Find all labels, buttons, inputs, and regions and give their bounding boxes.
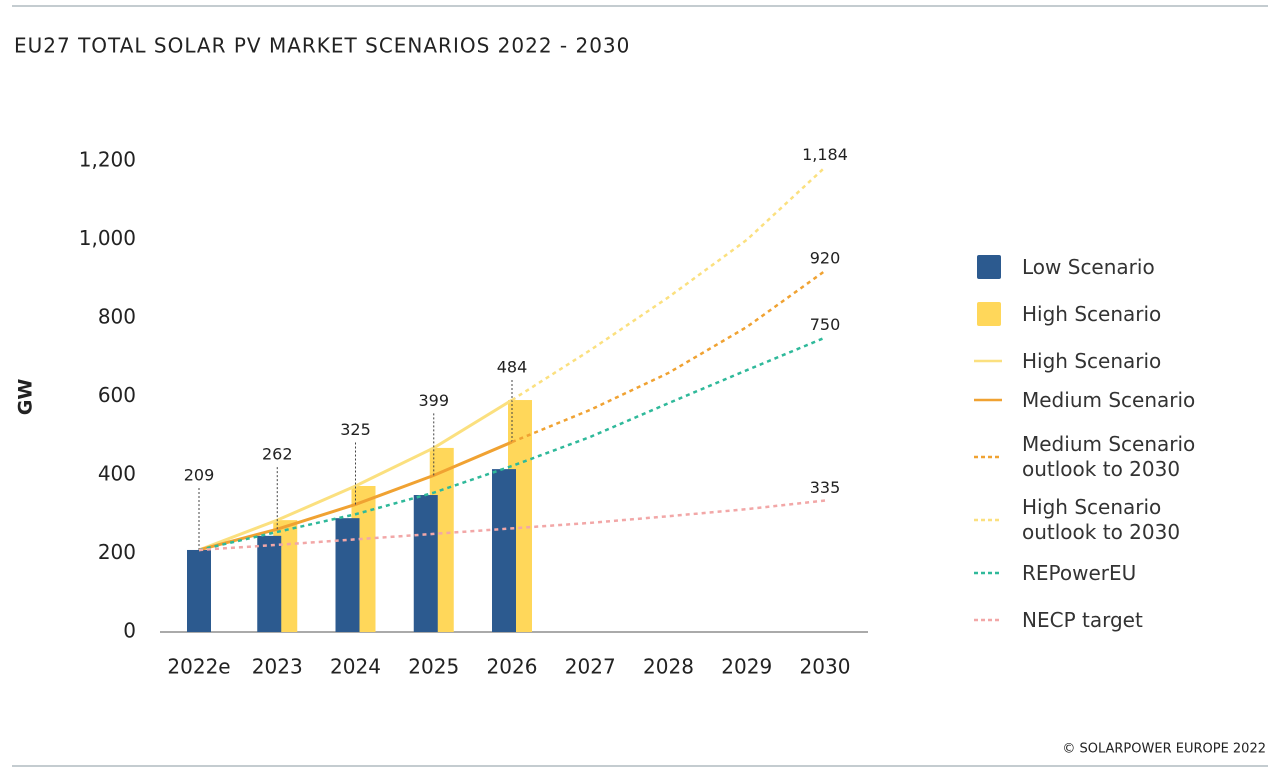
legend-label: NECP target: [1022, 607, 1143, 632]
legend-marker: [974, 359, 1002, 363]
line: [198, 336, 826, 552]
x-tick-label: 2024: [330, 655, 381, 679]
legend-item: Medium Scenario outlook to 2030: [972, 432, 1212, 482]
legend-marker: [977, 302, 1001, 326]
line: [198, 398, 513, 552]
legend-label: High Scenario: [1022, 348, 1162, 373]
bar: [492, 469, 516, 632]
legend-marker: [974, 398, 1002, 402]
legend-marker: [974, 618, 1002, 622]
value-label: 750: [810, 315, 841, 334]
legend-marker: [974, 571, 1002, 575]
bar: [257, 535, 282, 632]
line: [511, 166, 826, 402]
line: [511, 269, 826, 444]
x-tick-label: 2025: [408, 655, 459, 679]
legend-label: Low Scenario: [1022, 254, 1155, 279]
legend-label: Medium Scenario outlook to 2030: [1022, 432, 1196, 481]
chart-title: EU27 TOTAL SOLAR PV MARKET SCENARIOS 202…: [14, 34, 630, 58]
y-tick-label: 800: [98, 305, 136, 329]
x-tick-label: 2023: [252, 655, 303, 679]
legend-label: REPowerEU: [1022, 560, 1137, 585]
legend-swatch: [977, 302, 1001, 326]
y-axis-label: GW: [15, 379, 37, 416]
value-label: 209: [184, 465, 215, 484]
legend-label: High Scenario outlook to 2030: [1022, 495, 1181, 544]
x-tick-label: 2030: [800, 655, 851, 679]
y-tick-label: 200: [98, 540, 136, 564]
bar: [335, 518, 360, 632]
x-tick-label: 2026: [487, 655, 538, 679]
legend-item: Low Scenario: [972, 254, 1212, 280]
legend-item: NECP target: [972, 607, 1212, 633]
legend-marker: [977, 255, 1001, 279]
legend: Low Scenario High Scenario High Scenario Me…: [972, 0, 1272, 700]
value-label: 335: [810, 478, 841, 497]
legend-marker: [974, 518, 1002, 522]
line: [198, 499, 826, 552]
x-tick-label: 2028: [643, 655, 694, 679]
value-label: 1,184: [802, 145, 848, 164]
bar: [413, 495, 438, 632]
legend-item: High Scenario: [972, 348, 1212, 374]
legend-item: High Scenario: [972, 301, 1212, 327]
legend-swatch: [977, 255, 1001, 279]
y-tick-label: 0: [123, 619, 136, 643]
y-tick-label: 600: [98, 383, 136, 407]
legend-item: REPowerEU: [972, 560, 1212, 586]
x-tick-label: 2029: [721, 655, 772, 679]
legend-item: High Scenario outlook to 2030: [972, 495, 1212, 545]
y-tick-label: 1,200: [79, 148, 136, 172]
legend-item: Medium Scenario: [972, 387, 1212, 413]
value-label: 484: [497, 358, 528, 377]
x-tick-label: 2027: [565, 655, 616, 679]
y-tick-label: 400: [98, 462, 136, 486]
value-label: 399: [418, 391, 449, 410]
legend-marker: [974, 455, 1002, 459]
line: [198, 440, 513, 552]
value-label: 920: [810, 248, 841, 267]
bar: [187, 549, 211, 632]
source: © SOLARPOWER EUROPE 2022: [1062, 742, 1266, 757]
x-tick-label: 2022e: [167, 655, 230, 679]
value-label: 262: [262, 445, 293, 464]
value-label: 325: [340, 420, 371, 439]
legend-label: Medium Scenario: [1022, 387, 1196, 412]
y-tick-label: 1,000: [79, 226, 136, 250]
legend-label: High Scenario: [1022, 301, 1162, 326]
